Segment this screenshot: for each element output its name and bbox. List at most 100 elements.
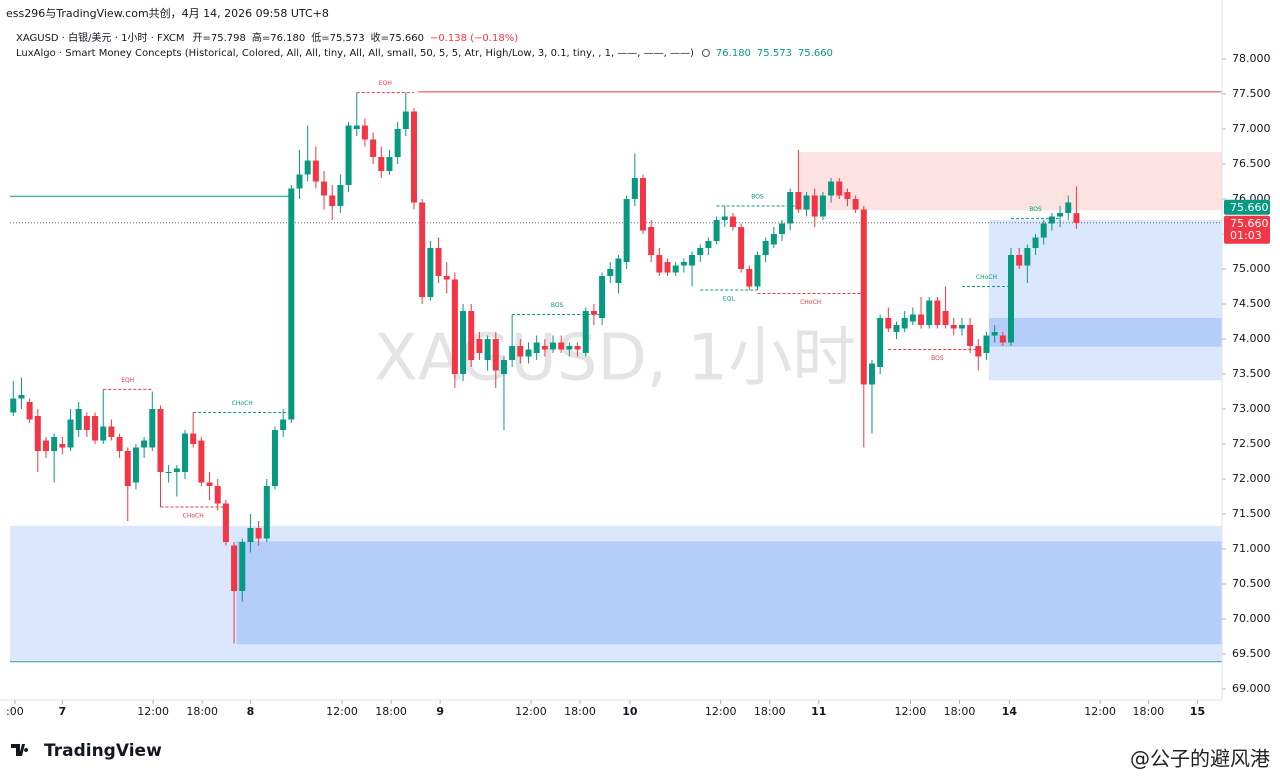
candle-body — [231, 545, 238, 592]
candle-body — [288, 188, 295, 420]
candle-body — [599, 276, 606, 319]
y-tick-label: 78.000 — [1232, 52, 1271, 65]
candle-body — [59, 444, 66, 448]
candle-body — [738, 227, 745, 270]
candle-body — [411, 111, 417, 203]
candle-body — [345, 125, 352, 186]
x-tick-label: 12:00 — [137, 705, 169, 718]
candle-body — [909, 314, 916, 322]
candle-body — [574, 346, 581, 350]
y-tick-label: 74.000 — [1232, 332, 1271, 345]
candle-body — [950, 325, 957, 329]
y-tick-label: 69.500 — [1232, 647, 1271, 660]
order-block — [988, 220, 1222, 381]
y-tick-label: 75.000 — [1232, 262, 1271, 275]
candle-body — [402, 111, 409, 130]
candle-body — [983, 335, 990, 354]
candle-body — [803, 195, 810, 210]
x-tick-label: 14 — [1002, 705, 1018, 718]
candle-body — [214, 486, 221, 504]
candle-body — [590, 311, 597, 315]
x-tick-label: 18:00 — [564, 705, 596, 718]
candle-body — [697, 248, 704, 256]
structure-label: EQL — [723, 296, 736, 303]
candle-body — [1024, 248, 1031, 266]
candle-body — [844, 192, 851, 200]
legend-ohlc: 低=75.573 — [311, 31, 364, 44]
structure-label: BOS — [931, 355, 944, 362]
structure-label: BOS — [1029, 206, 1042, 213]
structure-label: CHoCH — [800, 299, 821, 306]
candle-body — [18, 395, 25, 399]
candle-body — [779, 223, 786, 235]
candle-body — [770, 234, 777, 245]
candle-body — [247, 528, 254, 543]
candle-body — [713, 220, 720, 242]
candle-body — [1073, 213, 1080, 223]
y-tick-label: 70.500 — [1232, 577, 1271, 590]
x-tick-label: 15 — [1190, 705, 1205, 718]
candle-body — [967, 325, 974, 347]
candle-body — [92, 416, 99, 441]
candle-body — [664, 262, 671, 273]
legend-ohlc: 高=76.180 — [252, 31, 305, 44]
candle-body — [75, 409, 82, 431]
candle-body — [550, 342, 557, 350]
candle-body — [337, 185, 344, 207]
candle-body — [116, 437, 123, 452]
x-tick-label: 8 — [247, 705, 255, 718]
candle-body — [239, 542, 246, 592]
candle-body — [1008, 255, 1015, 343]
order-block — [798, 152, 1222, 211]
candle-body — [149, 409, 156, 448]
candle-body — [42, 440, 49, 452]
candle-body — [198, 440, 205, 483]
x-tick-label: 18:00 — [375, 705, 407, 718]
candle-body — [419, 202, 426, 298]
y-tick-label: 76.500 — [1232, 157, 1271, 170]
x-tick-label: 12:00 — [515, 705, 547, 718]
candle-body — [492, 339, 499, 371]
y-tick-label: 77.500 — [1232, 87, 1271, 100]
candle-body — [746, 269, 753, 287]
candle-body — [795, 192, 802, 210]
candle-body — [991, 332, 998, 336]
candle-body — [1057, 213, 1064, 217]
candle-body — [762, 241, 769, 256]
candle-body — [263, 486, 270, 539]
candle-body — [787, 192, 794, 224]
candle-body — [901, 318, 908, 329]
legend-ohlc: 收=75.660 — [371, 31, 424, 44]
candle-body — [296, 174, 303, 189]
indicator-info: LuxAlgo · Smart Money Concepts (Historic… — [16, 48, 694, 59]
candle-body — [1065, 202, 1072, 214]
structure-label: BOS — [751, 194, 764, 201]
candle-body — [648, 227, 655, 256]
candle-body — [975, 346, 982, 357]
y-tick-label: 70.000 — [1232, 612, 1271, 625]
structure-label: CHoCH — [976, 274, 997, 281]
candle-body — [173, 468, 180, 473]
structure-label: EQH — [379, 80, 392, 87]
candle-body — [124, 451, 131, 487]
candle-body — [999, 335, 1006, 343]
y-tick-label: 72.000 — [1232, 472, 1271, 485]
candle-body — [1048, 216, 1055, 224]
x-tick-label: :00 — [6, 705, 24, 718]
indicator-value: 75.573 — [757, 48, 792, 59]
candle-body — [141, 440, 148, 448]
candle-body — [451, 279, 458, 375]
candle-body — [329, 195, 336, 207]
legend-ohlc: −0.138 (−0.18%) — [430, 33, 518, 44]
candle-body — [370, 139, 377, 158]
candle-body — [132, 447, 139, 483]
candle-body — [271, 430, 278, 487]
candle-body — [721, 216, 728, 221]
candle-body — [222, 503, 229, 543]
legend-ohlc: 开=75.798 — [192, 33, 245, 44]
indicator-value: 75.660 — [798, 48, 833, 59]
logo-text: TradingView — [44, 741, 162, 761]
y-tick-label: 71.500 — [1232, 507, 1271, 520]
candle-body — [304, 160, 311, 175]
